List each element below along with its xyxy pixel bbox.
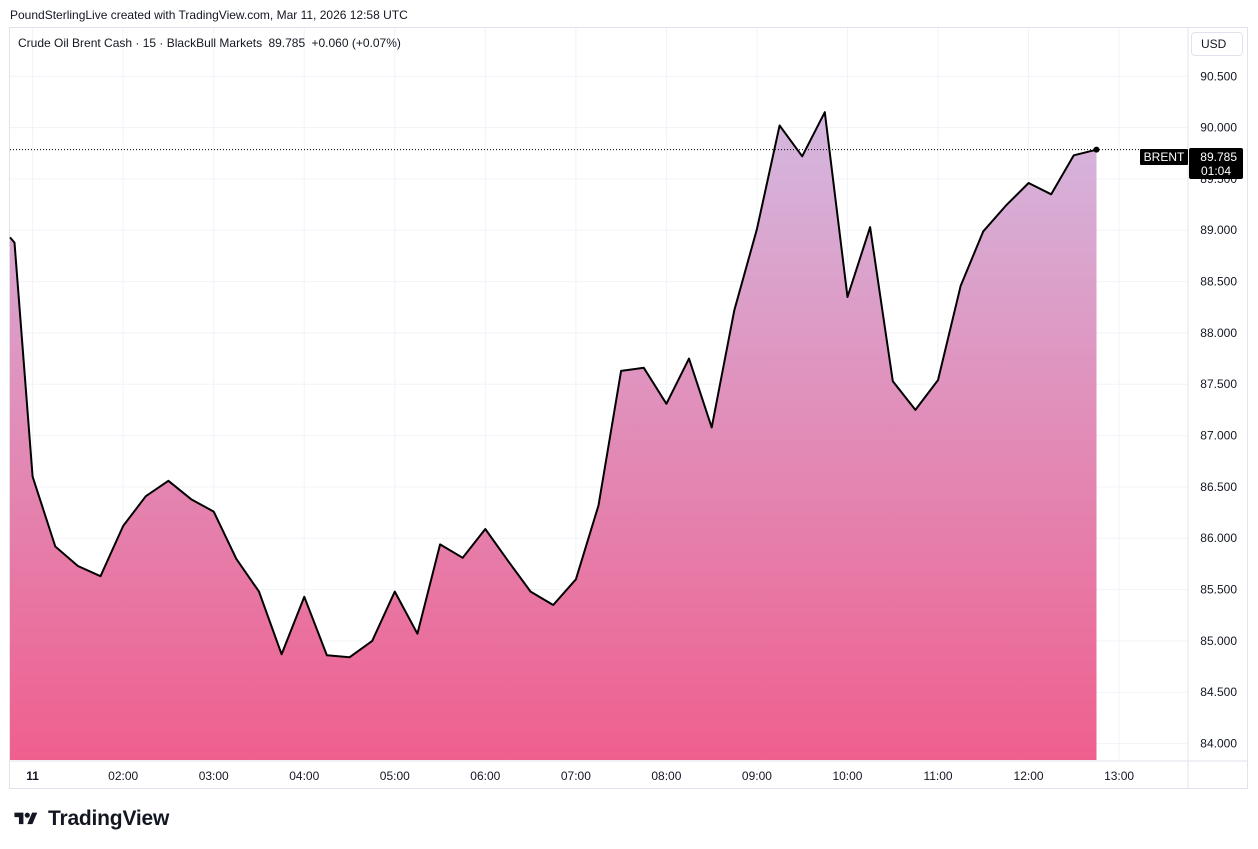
y-tick-label: 87.500 [1200,377,1237,391]
y-tick-label: 84.500 [1200,685,1237,699]
area-fill [10,112,1097,760]
y-tick-label: 84.000 [1200,737,1237,751]
x-tick-label: 04:00 [289,769,319,783]
chart-frame [9,27,1248,789]
x-tick-label: 03:00 [199,769,229,783]
chart-legend: Crude Oil Brent Cash · 15 · BlackBull Ma… [18,36,404,50]
y-tick-label: 90.000 [1200,121,1237,135]
y-tick-label: 88.000 [1200,326,1237,340]
price-tag-countdown: 01:04 [1201,164,1231,178]
x-tick-label: 06:00 [470,769,500,783]
x-tick-label: 12:00 [1014,769,1044,783]
x-tick-label: 11 [26,769,39,783]
price-tag: BRENT 89.785 01:04 [1140,148,1243,179]
legend-price: 89.785 [268,36,306,50]
legend-change: +0.060 (+0.07%) [311,36,401,50]
tradingview-logo-text: TradingView [48,807,170,830]
time-axis: 11 02:00 03:00 04:00 05:00 06:00 07:00 08:00 09:… [26,769,1134,783]
x-tick-label: 08:00 [651,769,681,783]
last-price-dot [1093,146,1100,153]
y-tick-label: 85.000 [1200,634,1237,648]
y-tick-label: 89.000 [1200,223,1237,237]
x-tick-label: 07:00 [561,769,591,783]
price-tag-box [1189,148,1243,179]
price-tag-label-box [1140,149,1188,165]
y-tick-label: 90.500 [1200,69,1237,83]
x-tick-label: 02:00 [108,769,138,783]
y-tick-label: 85.500 [1200,583,1237,597]
y-tick-label: 86.000 [1200,531,1237,545]
y-tick-label: 88.500 [1200,275,1237,289]
price-axis: 84.000 84.500 85.000 85.500 86.000 86.500 87.0… [1200,69,1237,750]
x-tick-label: 11:00 [923,769,952,783]
y-tick-label: 87.000 [1200,429,1237,443]
y-tick-label: 86.500 [1200,480,1237,494]
price-line [9,111,1097,659]
tradingview-logo[interactable]: TradingView [11,807,169,831]
legend-symbol: Crude Oil Brent Cash · 15 · BlackBull Ma… [18,36,263,50]
chart-attribution: PoundSterlingLive created with TradingVi… [10,8,408,22]
tradingview-logo-icon [14,812,38,825]
x-tick-label: 05:00 [380,769,410,783]
x-tick-label: 10:00 [832,769,862,783]
price-tag-label: BRENT [1144,150,1185,164]
x-tick-label: 13:00 [1104,769,1134,783]
x-tick-label: 09:00 [742,769,772,783]
currency-button[interactable]: USD [1191,32,1243,56]
price-tag-price: 89.785 [1200,150,1237,164]
